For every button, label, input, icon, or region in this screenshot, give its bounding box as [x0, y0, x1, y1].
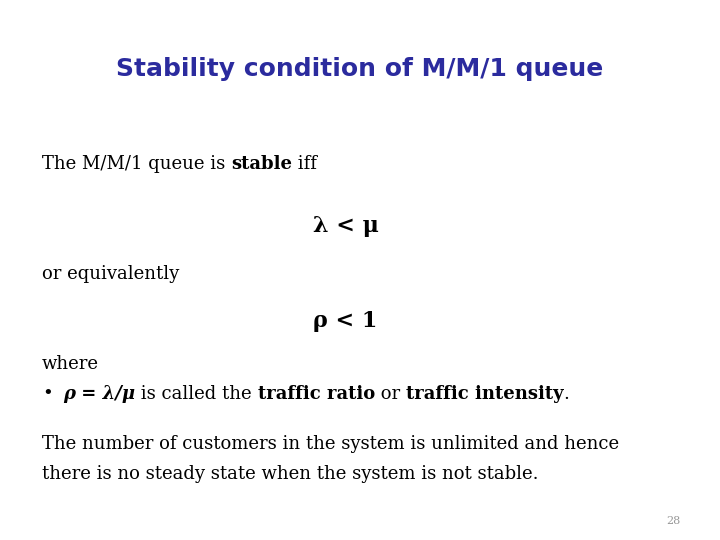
- Text: or equivalently: or equivalently: [42, 265, 179, 283]
- Text: is called the: is called the: [135, 385, 258, 403]
- Text: The number of customers in the system is unlimited and hence: The number of customers in the system is…: [42, 435, 619, 453]
- Text: stable: stable: [230, 155, 292, 173]
- Text: .: .: [564, 385, 570, 403]
- Text: ρ = λ/μ: ρ = λ/μ: [63, 385, 135, 403]
- Text: 28: 28: [666, 516, 680, 526]
- Text: there is no steady state when the system is not stable.: there is no steady state when the system…: [42, 465, 539, 483]
- Text: traffic intensity: traffic intensity: [406, 385, 564, 403]
- Text: Stability condition of M/M/1 queue: Stability condition of M/M/1 queue: [117, 57, 603, 80]
- Text: where: where: [42, 355, 99, 373]
- Text: The M/M/1 queue is: The M/M/1 queue is: [42, 155, 230, 173]
- Text: traffic ratio: traffic ratio: [258, 385, 375, 403]
- Text: •: •: [42, 385, 53, 403]
- Text: ρ < 1: ρ < 1: [313, 310, 378, 332]
- Text: iff: iff: [292, 155, 317, 173]
- Text: λ < μ: λ < μ: [312, 215, 379, 237]
- Text: or: or: [375, 385, 406, 403]
